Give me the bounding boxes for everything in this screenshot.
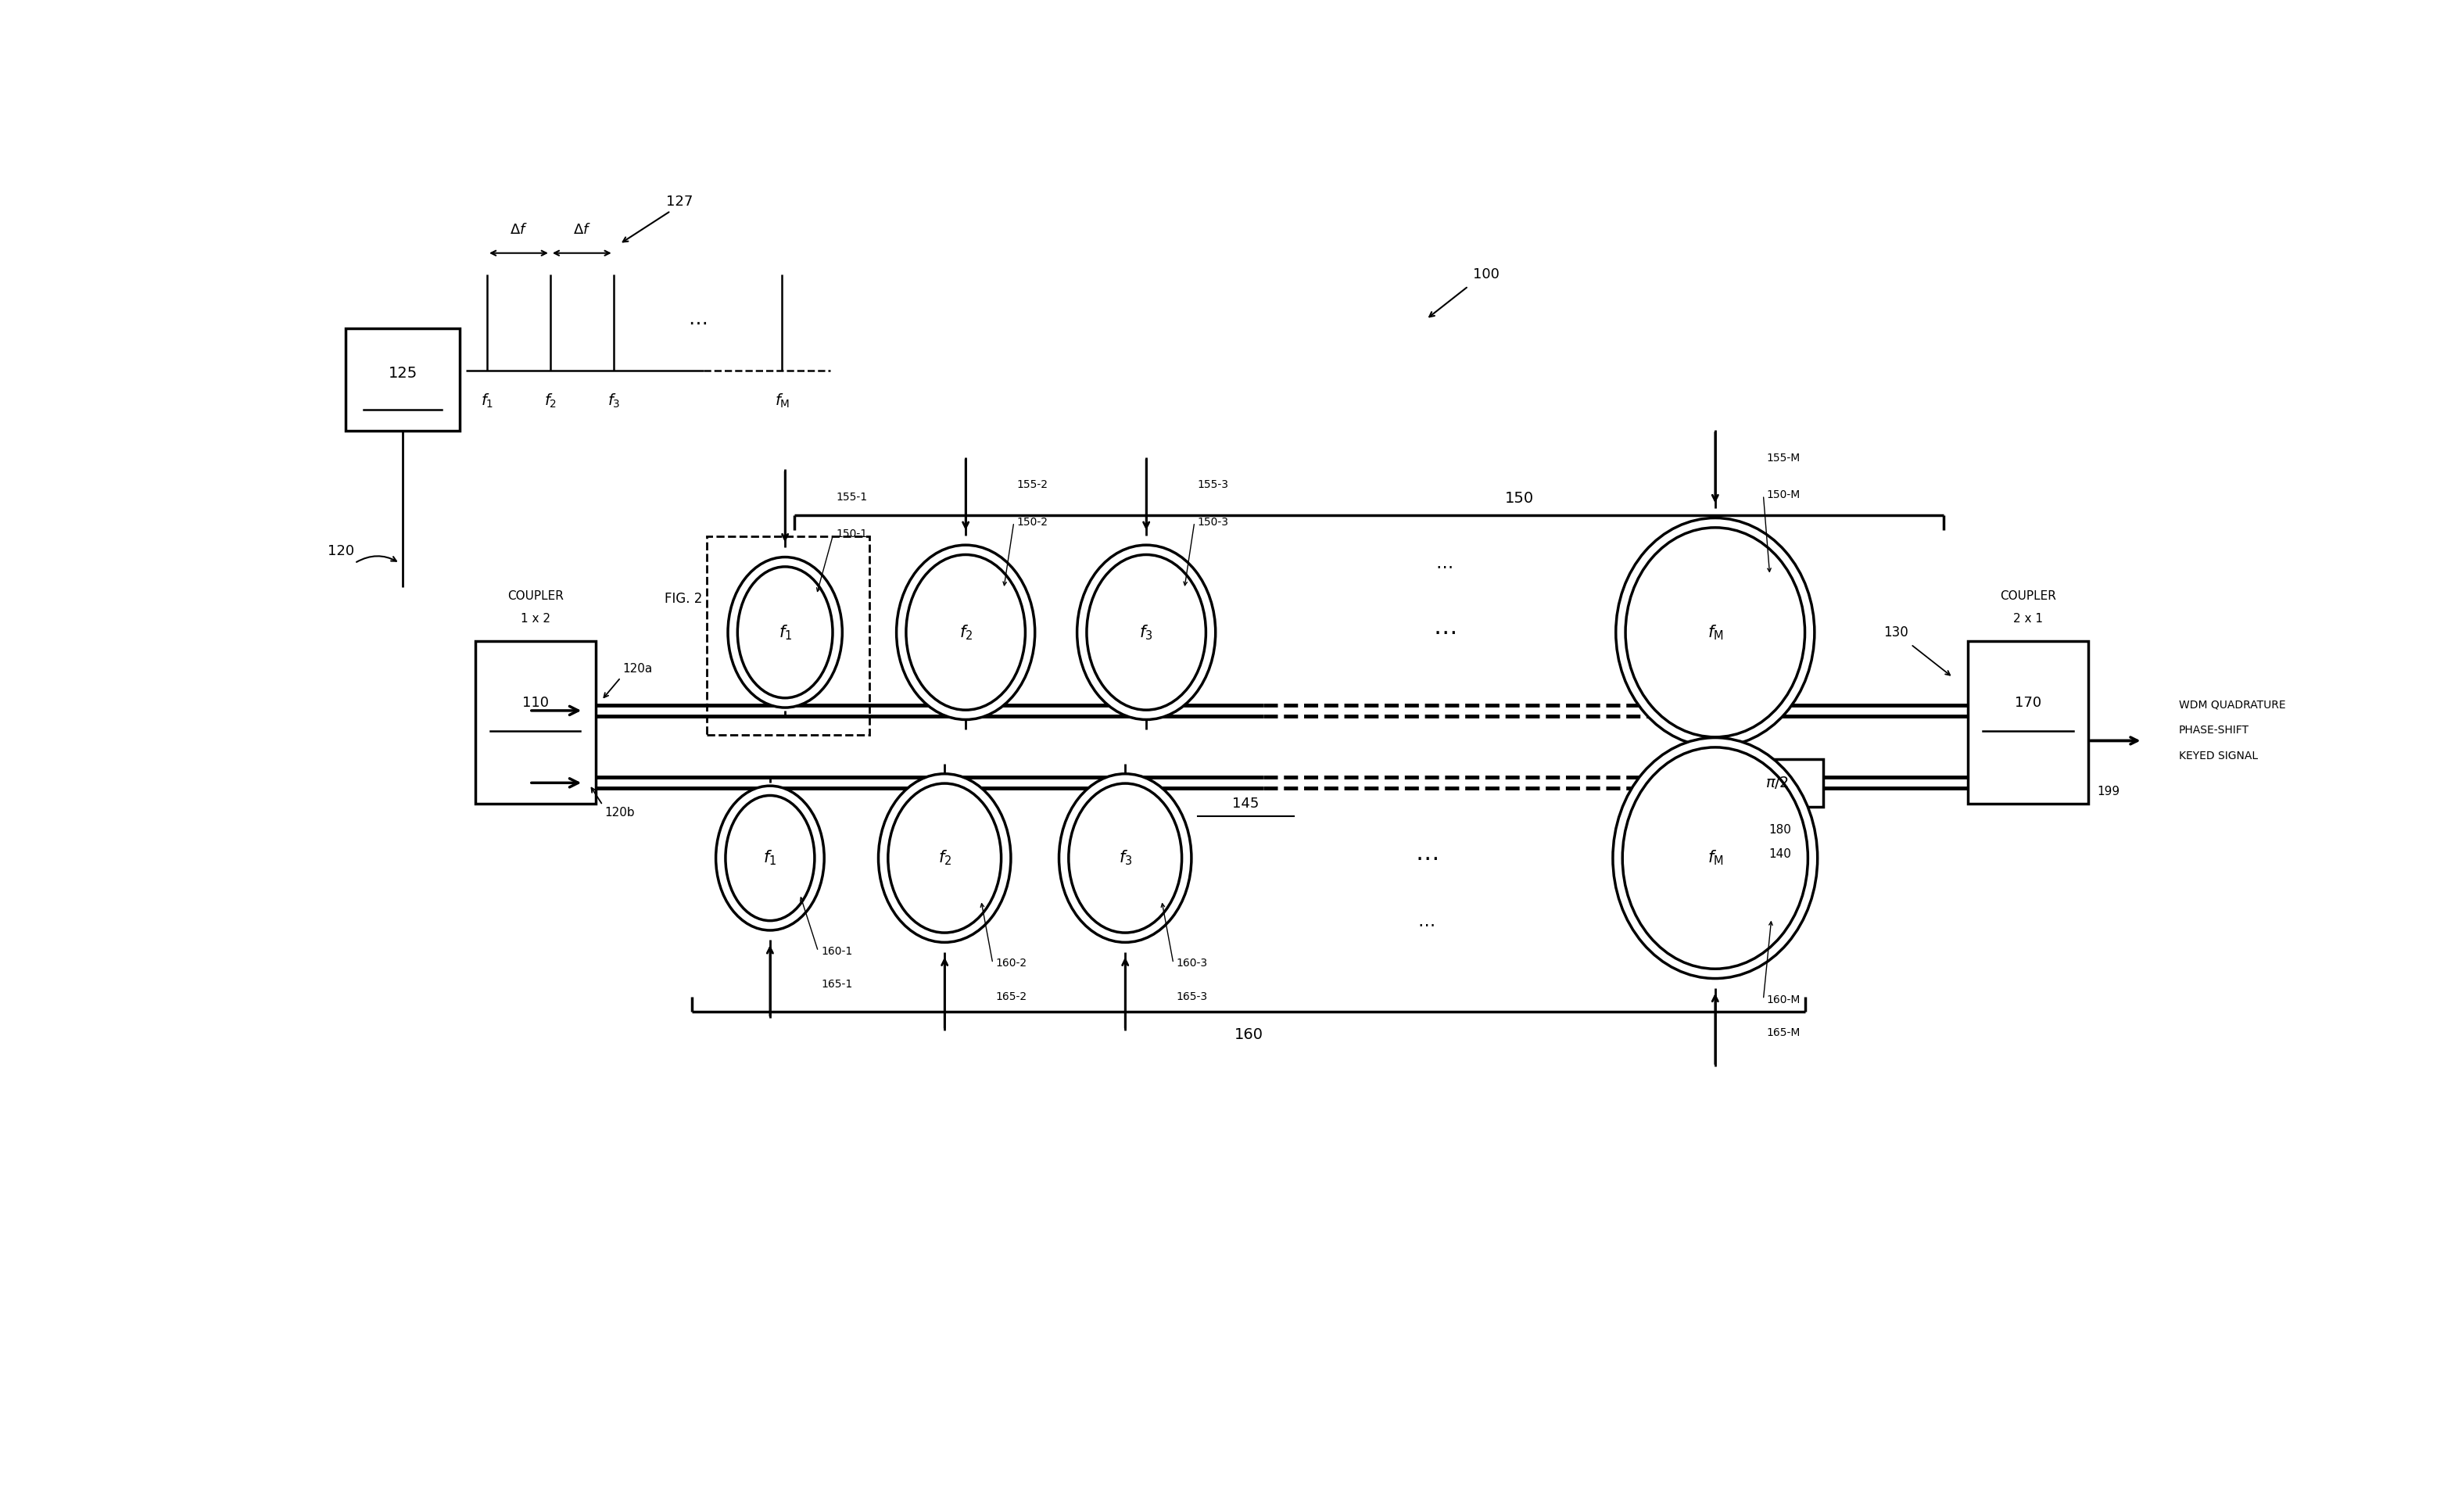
Bar: [1968, 641, 2088, 804]
Text: 165-M: 165-M: [1767, 1027, 1799, 1039]
Text: 165-3: 165-3: [1176, 990, 1208, 1002]
Text: 100: 100: [1473, 268, 1500, 281]
Text: 155-2: 155-2: [1017, 479, 1049, 490]
Text: KEYED SIGNAL: KEYED SIGNAL: [2179, 751, 2257, 762]
Ellipse shape: [1059, 774, 1191, 942]
Bar: [475, 641, 596, 804]
Text: $\pi/2$: $\pi/2$: [1765, 776, 1789, 791]
Text: 180: 180: [1770, 824, 1792, 836]
Text: 165-2: 165-2: [995, 990, 1027, 1002]
Text: 155-M: 155-M: [1767, 452, 1799, 463]
Text: 127: 127: [667, 195, 694, 209]
Text: $f_3$: $f_3$: [1140, 623, 1152, 641]
Text: 120a: 120a: [623, 662, 652, 674]
Ellipse shape: [887, 783, 1000, 933]
Text: 1 x 2: 1 x 2: [520, 612, 549, 624]
Text: 160-M: 160-M: [1767, 993, 1799, 1005]
Ellipse shape: [907, 555, 1025, 711]
Text: 110: 110: [522, 696, 549, 711]
Text: FIG. 2: FIG. 2: [664, 593, 703, 606]
Ellipse shape: [877, 774, 1010, 942]
Text: $f_{\rm M}$: $f_{\rm M}$: [1708, 848, 1723, 868]
Text: 120: 120: [328, 544, 355, 558]
Text: $f_{\rm M}$: $f_{\rm M}$: [775, 392, 789, 410]
Ellipse shape: [1623, 747, 1809, 969]
Text: COUPLER: COUPLER: [2000, 590, 2056, 602]
Text: 170: 170: [2015, 696, 2042, 711]
Text: $f_3$: $f_3$: [1118, 848, 1132, 868]
Text: 160-2: 160-2: [995, 959, 1027, 969]
Text: $\Delta f$: $\Delta f$: [510, 224, 527, 237]
Text: $f_2$: $f_2$: [958, 623, 973, 641]
Text: $\cdots$: $\cdots$: [1436, 558, 1453, 575]
Text: COUPLER: COUPLER: [507, 590, 564, 602]
Ellipse shape: [897, 544, 1034, 720]
Text: 145: 145: [1233, 797, 1260, 810]
Ellipse shape: [738, 567, 833, 699]
Bar: [346, 328, 461, 431]
Ellipse shape: [1086, 555, 1206, 711]
Ellipse shape: [716, 786, 824, 930]
Text: PHASE-SHIFT: PHASE-SHIFT: [2179, 724, 2250, 736]
Text: 199: 199: [2098, 786, 2120, 798]
Text: $f_3$: $f_3$: [608, 392, 620, 410]
Bar: [1730, 759, 1824, 807]
Text: $\cdots$: $\cdots$: [1414, 847, 1436, 869]
Text: 155-3: 155-3: [1199, 479, 1228, 490]
Text: 125: 125: [387, 366, 417, 381]
Text: $f_{\rm M}$: $f_{\rm M}$: [1708, 623, 1723, 641]
Text: $\Delta f$: $\Delta f$: [574, 224, 591, 237]
Text: 140: 140: [1770, 848, 1792, 860]
Text: $\cdots$: $\cdots$: [1417, 916, 1434, 931]
Text: $f_2$: $f_2$: [544, 392, 556, 410]
Text: $f_1$: $f_1$: [779, 623, 792, 641]
Text: 150-1: 150-1: [836, 529, 868, 540]
Text: $\cdots$: $\cdots$: [1434, 621, 1456, 644]
Text: 155-1: 155-1: [836, 491, 868, 502]
Ellipse shape: [1613, 738, 1819, 978]
Ellipse shape: [1069, 783, 1181, 933]
Text: 150-M: 150-M: [1767, 490, 1799, 500]
Text: 150-2: 150-2: [1017, 517, 1049, 528]
Bar: [706, 537, 870, 735]
Ellipse shape: [1625, 528, 1804, 736]
Text: $\cdots$: $\cdots$: [689, 313, 708, 331]
Text: $f_2$: $f_2$: [939, 848, 951, 868]
Ellipse shape: [1615, 519, 1814, 747]
Text: 165-1: 165-1: [821, 978, 853, 990]
Text: 150: 150: [1505, 491, 1534, 505]
Ellipse shape: [725, 795, 814, 921]
Ellipse shape: [728, 556, 843, 708]
Text: WDM QUADRATURE: WDM QUADRATURE: [2179, 699, 2284, 711]
Text: $f_1$: $f_1$: [762, 848, 777, 868]
Ellipse shape: [1076, 544, 1216, 720]
Text: 130: 130: [1882, 626, 1909, 640]
Text: 160-1: 160-1: [821, 947, 853, 957]
Text: 120b: 120b: [605, 807, 635, 820]
Text: 150-3: 150-3: [1199, 517, 1228, 528]
Text: $f_1$: $f_1$: [480, 392, 493, 410]
Text: 2 x 1: 2 x 1: [2012, 612, 2044, 624]
Text: 160-3: 160-3: [1176, 959, 1208, 969]
Text: 160: 160: [1235, 1027, 1262, 1042]
